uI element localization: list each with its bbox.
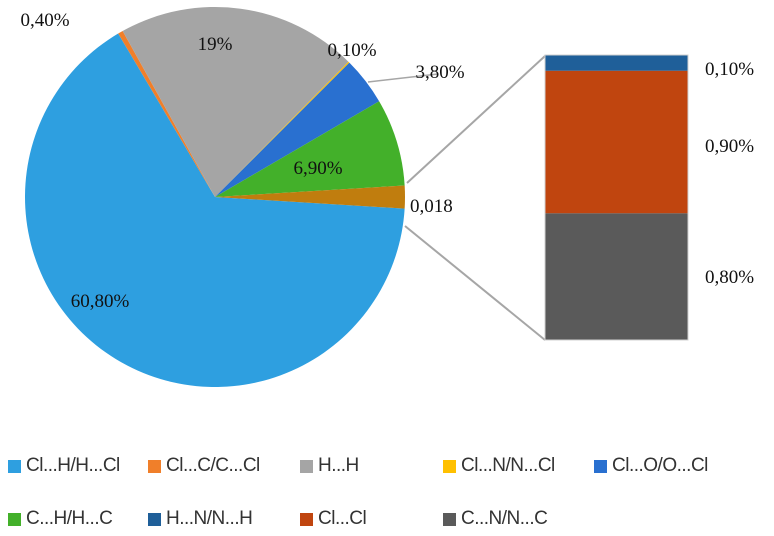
legend-label: C...N/N...C (461, 508, 548, 529)
legend-item: H...N/N...H (148, 508, 253, 530)
legend-item: Cl...O/O...Cl (594, 455, 708, 477)
legend-item: H...H (300, 455, 359, 477)
data-label: 19% (198, 34, 233, 55)
legend-swatch (443, 512, 456, 526)
data-label: 6,90% (293, 158, 342, 179)
legend-swatch (300, 512, 313, 526)
bar-segment (545, 70, 688, 214)
legend-swatch (443, 459, 456, 473)
leader-line (367, 73, 439, 83)
pie-slice (122, 7, 349, 198)
bar-border (544, 54, 689, 341)
bar-segment (545, 213, 688, 340)
legend-label: Cl...C/C...Cl (166, 455, 260, 476)
legend-label: Cl...O/O...Cl (612, 455, 708, 476)
legend-label: Cl...H/H...Cl (26, 455, 120, 476)
data-label: 0,018 (410, 196, 453, 217)
data-label: 0,40% (20, 10, 69, 31)
pie-slice (118, 30, 215, 198)
legend-label: C...H/H...C (26, 508, 113, 529)
data-label: 60,80% (71, 291, 130, 312)
legend-swatch (594, 459, 607, 473)
legend-item: Cl...Cl (300, 508, 367, 530)
bar-label: 0,90% (705, 136, 754, 157)
legend-label: Cl...Cl (318, 508, 367, 529)
data-label: 3,80% (415, 62, 464, 83)
legend-swatch (300, 459, 313, 473)
legend-label: H...H (318, 455, 359, 476)
connector-line-top (406, 55, 546, 184)
legend-swatch (8, 512, 21, 526)
legend-item: Cl...C/C...Cl (148, 455, 260, 477)
data-label: 0,10% (327, 40, 376, 61)
legend-item: Cl...H/H...Cl (8, 455, 120, 477)
legend-swatch (148, 512, 161, 526)
legend-label: H...N/N...H (166, 508, 253, 529)
legend-swatch (8, 459, 21, 473)
pie-slice (215, 185, 405, 209)
pie-slice (215, 62, 380, 198)
connector-line-bottom (404, 225, 546, 341)
legend-swatch (148, 459, 161, 473)
legend-item: Cl...N/N...Cl (443, 455, 555, 477)
pie-slice (24, 33, 405, 387)
bar-segment (545, 55, 688, 71)
pie-slice (215, 61, 350, 198)
legend-item: C...N/N...C (443, 508, 548, 530)
pie-slice (215, 101, 405, 197)
legend-item: C...H/H...C (8, 508, 113, 530)
bar-label: 0,80% (705, 267, 754, 288)
bar-label: 0,10% (705, 59, 754, 80)
legend-label: Cl...N/N...Cl (461, 455, 555, 476)
